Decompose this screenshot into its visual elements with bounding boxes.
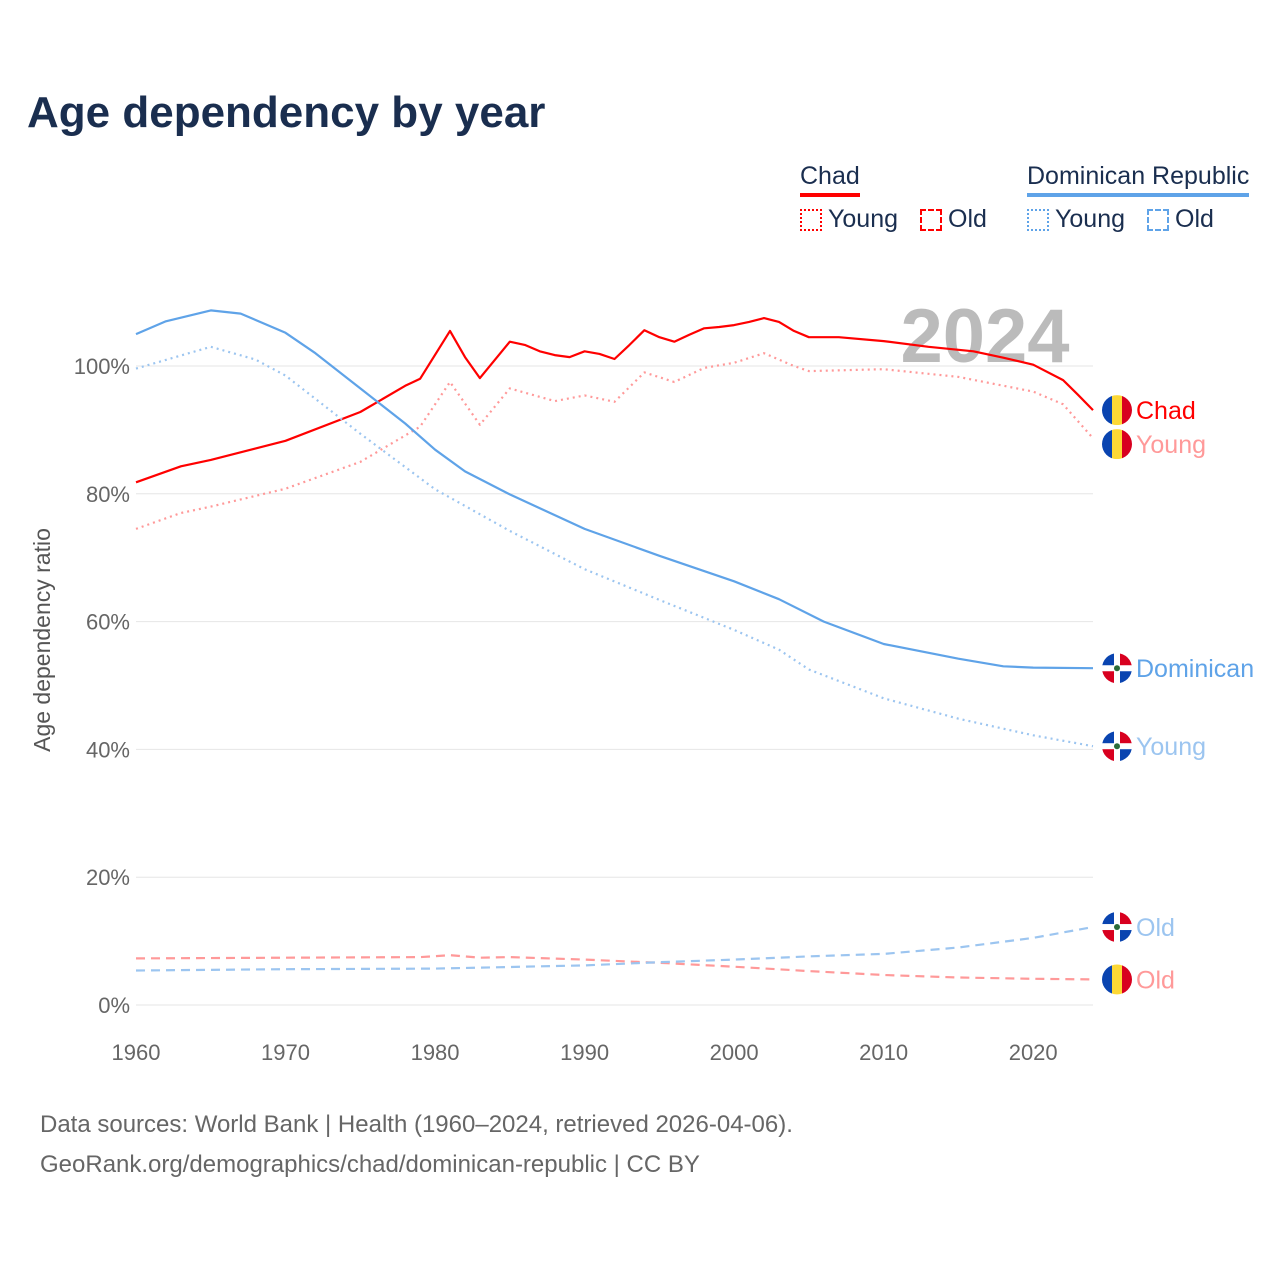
end-label: Old bbox=[1136, 966, 1175, 994]
y-tick-label: 60% bbox=[86, 610, 130, 635]
legend-chad-young[interactable]: Young bbox=[800, 205, 898, 234]
end-label: Young bbox=[1136, 431, 1206, 459]
legend-dominican-republic[interactable]: Dominican Republic bbox=[1027, 162, 1250, 197]
legend-label: Young bbox=[1055, 205, 1125, 233]
x-tick-label: 2020 bbox=[1009, 1040, 1058, 1065]
flag-dr-icon bbox=[1102, 653, 1132, 684]
legend-chad[interactable]: Chad bbox=[800, 162, 860, 197]
series-line-chad-young[interactable] bbox=[135, 352, 1094, 530]
legend-chad-old[interactable]: Old bbox=[920, 205, 987, 234]
data-source: Data sources: World Bank | Health (1960–… bbox=[40, 1111, 793, 1138]
y-tick-label: 20% bbox=[86, 865, 130, 890]
end-label: Old bbox=[1136, 914, 1175, 942]
legend-label: Young bbox=[828, 205, 898, 233]
x-tick-label: 2010 bbox=[859, 1040, 908, 1065]
end-label: Dominican bbox=[1136, 655, 1254, 683]
dotted-swatch-icon bbox=[1027, 208, 1049, 231]
dotted-swatch-icon bbox=[800, 208, 822, 231]
chart-title: Age dependency by year bbox=[27, 88, 546, 137]
x-tick-label: 1960 bbox=[112, 1040, 161, 1065]
y-axis-label: Age dependency ratio bbox=[29, 528, 55, 752]
flag-chad-icon bbox=[1102, 429, 1132, 460]
series-line-dominican-republic-old[interactable] bbox=[135, 925, 1094, 972]
flag-dr-icon bbox=[1102, 731, 1132, 762]
x-tick-label: 2000 bbox=[710, 1040, 759, 1065]
dashed-swatch-icon bbox=[1147, 208, 1169, 231]
x-tick-label: 1970 bbox=[261, 1040, 310, 1065]
dashed-swatch-icon bbox=[920, 208, 942, 231]
y-tick-label: 40% bbox=[86, 737, 130, 762]
legend-label: Old bbox=[1175, 205, 1214, 233]
footer: Data sources: World Bank | Health (1960–… bbox=[40, 1105, 793, 1185]
y-tick-label: 0% bbox=[98, 993, 130, 1018]
legend-label: Old bbox=[948, 205, 987, 233]
series-line-chad-old[interactable] bbox=[135, 954, 1094, 981]
legend-dr-old[interactable]: Old bbox=[1147, 205, 1214, 234]
y-tick-label: 100% bbox=[74, 354, 130, 379]
end-label: Chad bbox=[1136, 397, 1196, 425]
current-year-label: 2024 bbox=[900, 294, 1069, 379]
y-tick-label: 80% bbox=[86, 482, 130, 507]
end-label: Young bbox=[1136, 733, 1206, 761]
flag-chad-icon bbox=[1102, 395, 1132, 426]
x-tick-label: 1980 bbox=[411, 1040, 460, 1065]
legend-dr-young[interactable]: Young bbox=[1027, 205, 1125, 234]
flag-dr-icon bbox=[1102, 912, 1132, 943]
series-line-chad[interactable] bbox=[135, 317, 1094, 484]
x-tick-label: 1990 bbox=[560, 1040, 609, 1065]
series-line-dominican-republic-young[interactable] bbox=[135, 345, 1094, 748]
flag-chad-icon bbox=[1102, 964, 1132, 995]
source-link[interactable]: GeoRank.org/demographics/chad/dominican-… bbox=[40, 1151, 700, 1178]
series-line-dominican-republic[interactable] bbox=[135, 309, 1094, 670]
